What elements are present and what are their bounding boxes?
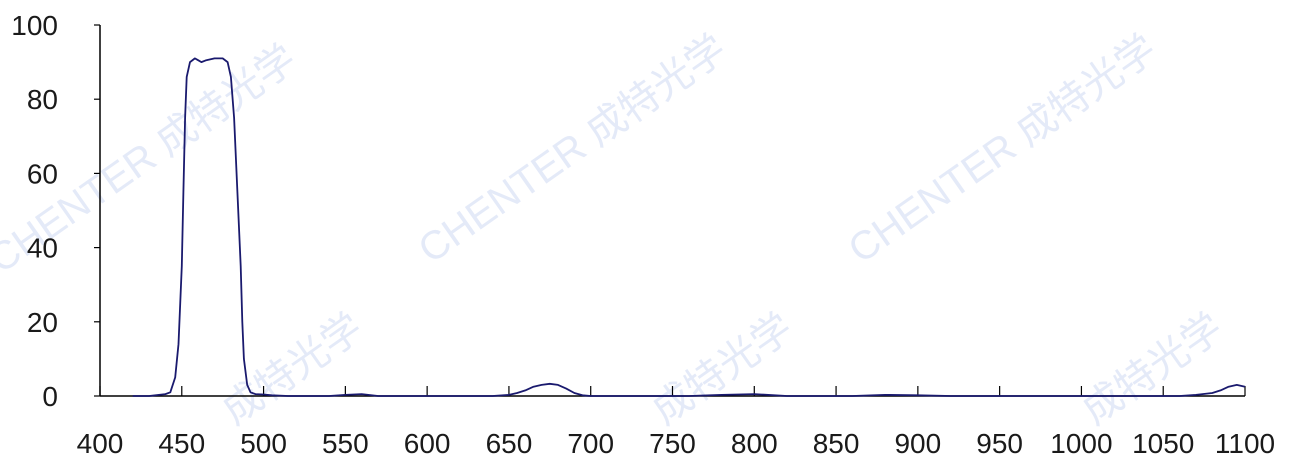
series-layer: [132, 57, 1246, 397]
x-tick-label: 500: [240, 428, 287, 459]
x-tick-label: 950: [976, 428, 1023, 459]
x-tick-label: 1100: [1215, 428, 1275, 459]
watermark-text: 成特光学: [214, 305, 370, 433]
x-tick-label: 900: [894, 428, 941, 459]
y-tick-label: 0: [42, 381, 58, 412]
x-tick-label: 450: [158, 428, 205, 459]
x-tick-label: 700: [567, 428, 614, 459]
y-tick-label: 100: [11, 10, 58, 41]
watermark-text: CHENTER 成特光学: [841, 27, 1165, 272]
series-line: [132, 57, 1246, 397]
y-tick-label: 40: [27, 233, 58, 264]
x-tick-label: 1050: [1132, 428, 1194, 459]
x-tick-label: 400: [77, 428, 124, 459]
y-tick-label: 80: [27, 84, 58, 115]
y-tick-label: 60: [27, 158, 58, 189]
x-tick-label: 600: [404, 428, 451, 459]
tick-labels: 100 80 60 40 20 0 400 450 500 550 600 650 700 750 800 8…: [11, 10, 1275, 459]
x-tick-label: 650: [486, 428, 533, 459]
watermark-text: 成特光学: [1074, 305, 1230, 433]
x-tick-label: 1000: [1050, 428, 1112, 459]
x-tick-label: 750: [649, 428, 696, 459]
watermark-layer: CHENTER 成特光学 CHENTER 成特光学 CHENTER 成特光学成特光学…: [0, 27, 1231, 433]
y-tick-label: 20: [27, 307, 58, 338]
watermark-text: 成特光学: [644, 305, 800, 433]
x-tick-label: 550: [322, 428, 369, 459]
watermark-text: CHENTER 成特光学: [411, 27, 735, 272]
x-tick-label: 850: [813, 428, 860, 459]
x-tick-label: 800: [731, 428, 778, 459]
